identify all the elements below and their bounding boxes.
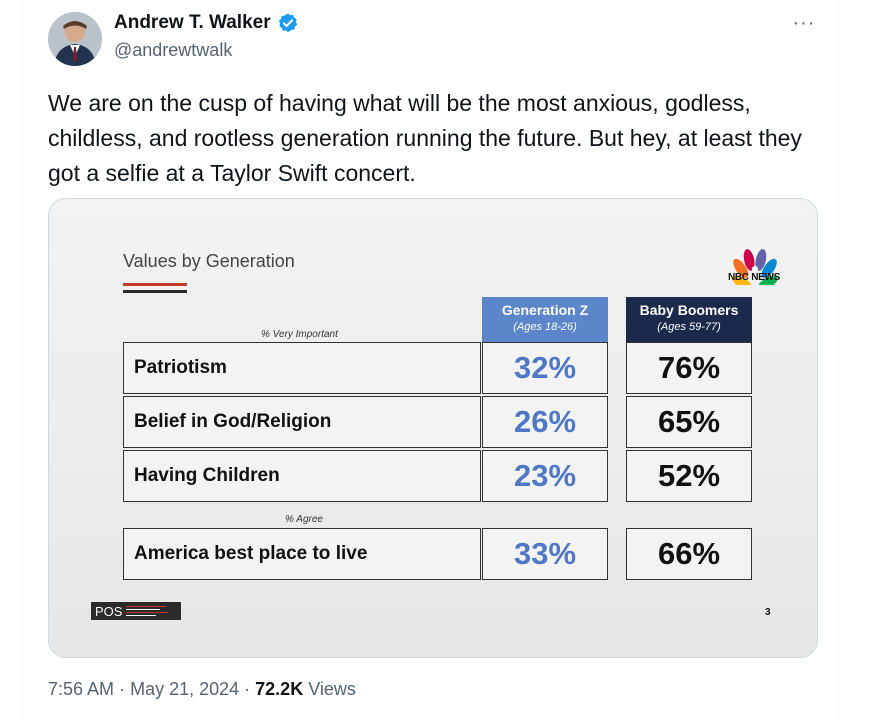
column-header-boomers: Baby Boomers (Ages 59-77) [626,297,752,343]
section-label-very-important: % Very Important [261,329,338,340]
column-header-name: Baby Boomers [639,302,739,318]
gen-z-value: 23% [482,450,608,502]
row-label: Belief in God/Religion [134,411,332,432]
views-label[interactable]: Views [308,679,356,699]
meta-separator: · [244,679,256,699]
row-label: America best place to live [134,543,368,564]
boomers-value: 52% [626,450,752,502]
title-underline-red [123,283,187,286]
slide-page-number: 3 [765,607,771,618]
gen-z-value: 33% [482,528,608,580]
pos-logo: POS [91,602,181,620]
author-name-text[interactable]: Andrew T. Walker [114,12,271,33]
nbc-peacock-icon [732,249,778,285]
row-label: Having Children [134,465,280,486]
views-count[interactable]: 72.2K [255,679,304,699]
pos-logo-text: POS [95,603,123,619]
boomers-value: 76% [626,342,752,394]
column-header-gen-z: Generation Z (Ages 18-26) [482,297,608,343]
title-underline-dark [123,290,187,293]
table-row: Patriotism [123,342,481,394]
boomers-value: 66% [626,528,752,580]
nbc-news-logo-text: NBC NEWS [727,272,781,283]
table-row: America best place to live [123,528,481,580]
timeline-border-left [22,0,23,720]
tweet-time[interactable]: 7:56 AM [48,679,115,699]
tweet-text: We are on the cusp of having what will b… [48,90,802,186]
boomers-value: 65% [626,396,752,448]
avatar[interactable] [48,12,102,66]
verified-badge-icon[interactable] [277,12,299,34]
column-header-name: Generation Z [501,302,589,318]
tweet-meta: 7:56 AM · May 21, 2024 · 72.2K Views [48,679,356,700]
pos-logo-lines [126,605,170,617]
more-options-icon[interactable]: ··· [792,12,816,34]
gen-z-value: 32% [482,342,608,394]
slide: Values by Generation NBC NEWS Generation… [49,199,817,657]
slide-title: Values by Generation [123,251,295,271]
meta-separator: · [119,679,131,699]
column-header-ages: (Ages 18-26) [513,321,577,333]
row-label: Patriotism [134,357,227,378]
section-label-agree: % Agree [285,514,323,525]
gen-z-value: 26% [482,396,608,448]
table-row: Having Children [123,450,481,502]
author-name[interactable]: Andrew T. Walker [114,12,299,34]
table-row: Belief in God/Religion [123,396,481,448]
timeline-border-right [838,0,839,720]
author-handle[interactable]: @andrewtwalk [114,40,233,60]
tweet-media-image[interactable]: Values by Generation NBC NEWS Generation… [48,198,818,658]
column-header-ages: (Ages 59-77) [657,321,721,333]
tweet-date[interactable]: May 21, 2024 [130,679,240,699]
